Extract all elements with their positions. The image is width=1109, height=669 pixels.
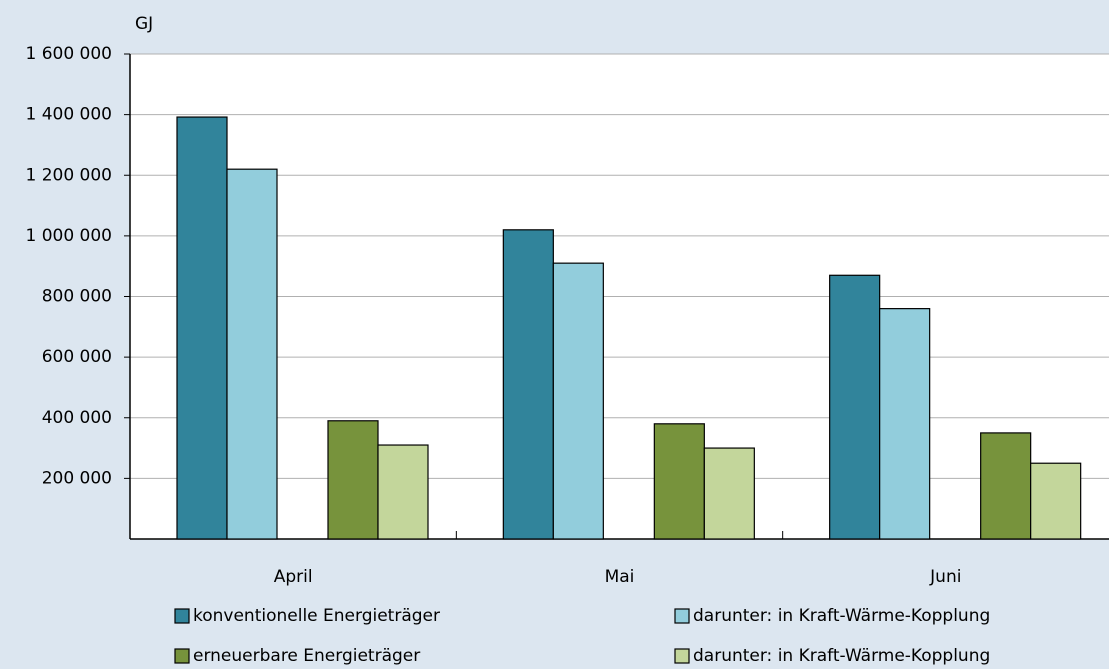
bar	[703, 447, 755, 540]
legend-label: darunter: in Kraft-Wärme-Kopplung	[693, 606, 990, 626]
bar	[980, 432, 1032, 540]
bar	[1030, 462, 1082, 540]
y-tick-label: 1 200 000	[25, 165, 112, 185]
bar	[176, 116, 228, 540]
x-tick-label: Juni	[929, 567, 961, 587]
bar	[226, 168, 278, 540]
y-tick-label: 1 000 000	[25, 226, 112, 246]
legend-swatch	[674, 608, 690, 624]
y-tick-label: 800 000	[42, 287, 112, 307]
bar	[327, 420, 379, 540]
y-tick-label: 1 600 000	[25, 44, 112, 64]
x-tick-label: Mai	[605, 567, 635, 587]
legend-swatch	[174, 648, 190, 664]
y-tick-label: 1 400 000	[25, 105, 112, 125]
legend-label: konventionelle Energieträger	[193, 606, 440, 626]
y-tick-label: 600 000	[42, 347, 112, 367]
legend-swatch	[174, 608, 190, 624]
legend-swatch	[674, 648, 690, 664]
y-tick-label: 400 000	[42, 408, 112, 428]
y-tick-label: 200 000	[42, 468, 112, 488]
y-unit-label: GJ	[135, 14, 153, 34]
bar	[502, 229, 554, 540]
bar	[879, 308, 931, 540]
bar	[552, 262, 604, 540]
bar	[653, 423, 705, 540]
bar	[829, 274, 881, 540]
bar	[377, 444, 429, 540]
legend-label: darunter: in Kraft-Wärme-Kopplung	[693, 646, 990, 666]
legend-label: erneuerbare Energieträger	[193, 646, 420, 666]
x-tick-label: April	[274, 567, 313, 587]
